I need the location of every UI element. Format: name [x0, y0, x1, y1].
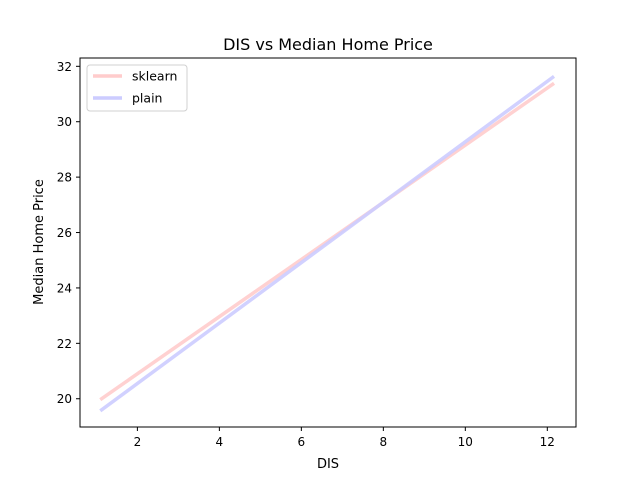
- y-tick-label: 30: [57, 115, 72, 129]
- y-tick-label: 28: [57, 171, 72, 185]
- plot-frame: [79, 57, 577, 428]
- y-tick-label: 32: [57, 60, 72, 74]
- y-tick-label: 26: [57, 226, 72, 240]
- y-tick-label: 22: [57, 337, 72, 351]
- x-tick-label: 4: [216, 435, 224, 449]
- x-axis: 2 4 6 8 10 12: [134, 427, 555, 449]
- x-tick-label: 6: [298, 435, 306, 449]
- x-tick-label: 2: [134, 435, 142, 449]
- series-layer: [99, 74, 556, 413]
- x-tick-label: 10: [458, 435, 473, 449]
- legend-label-plain: plain: [132, 91, 162, 106]
- x-axis-label: DIS: [317, 457, 339, 472]
- chart-title: DIS vs Median Home Price: [223, 35, 433, 54]
- legend: sklearn plain: [86, 64, 188, 112]
- legend-label-sklearn: sklearn: [132, 69, 177, 84]
- y-axis: 20 22 24 26 28 30 32: [57, 60, 80, 406]
- y-axis-label: Median Home Price: [32, 179, 47, 305]
- x-tick-label: 8: [380, 435, 388, 449]
- series-line-plain: [99, 74, 556, 413]
- x-tick-label: 12: [540, 435, 555, 449]
- y-tick-label: 20: [57, 392, 72, 406]
- y-tick-label: 24: [57, 281, 72, 295]
